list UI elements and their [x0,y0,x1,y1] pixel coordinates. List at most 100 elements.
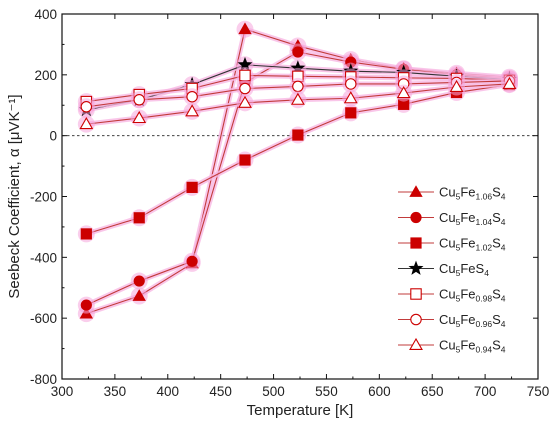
data-point [80,228,92,240]
legend-marker [410,313,422,326]
legend-label-part: Fe [460,185,475,200]
data-point [133,94,145,106]
legend-label-part: S [492,287,501,302]
legend-label-part: Fe [460,210,475,225]
legend-label: Cu5FeS4 [439,261,489,278]
legend-label-part: S [492,338,501,353]
data-point [292,129,304,141]
legend-label-part: S [492,312,501,327]
data-point [239,154,251,166]
x-tick-label: 650 [421,384,444,399]
legend-label-part: Fe [460,312,475,327]
legend-label-subscript: 0.94 [476,345,493,355]
legend-item-4: Cu5Fe0.98S4 [398,287,506,304]
x-tick-label: 350 [104,384,127,399]
legend-marker [409,337,423,351]
y-tick-label: 200 [34,68,57,83]
y-tick-label: -800 [30,372,57,387]
data-point [185,104,200,117]
axes: 300 350 400 450 500 550 600 650 700 750-800-600-4… [30,7,549,399]
legend-label-subscript: 4 [501,294,506,304]
legend-label: Cu5Fe1.04S4 [439,210,506,227]
legend-label-part: S [492,185,501,200]
data-point [502,76,517,89]
data-point [186,90,198,103]
legend-marker [410,211,422,224]
legend-item-0: Cu5Fe1.06S4 [398,185,506,202]
legend-label-subscript: 4 [484,268,489,278]
legend-label-subscript: 4 [501,243,506,253]
data-point [449,79,464,93]
legend-label-part: Cu [439,210,456,225]
legend-label-part: Cu [439,236,456,251]
data-point [290,92,305,105]
legend-item-2: Cu5Fe1.02S4 [398,236,506,253]
data-point [345,107,357,119]
legend-label-part: Fe [460,236,475,251]
legend-label-subscript: 5 [456,217,461,227]
legend-marker [408,260,424,275]
legend-label-subscript: 5 [456,345,461,355]
legend-label-part: S [492,210,501,225]
y-tick-label: -600 [30,311,57,326]
x-tick-label: 550 [315,384,338,399]
y-tick-label: 0 [49,129,57,144]
data-point [80,101,93,113]
x-axis-title: Temperature [K] [247,402,354,419]
legend-label-subscript: 5 [456,243,461,253]
series-6 [77,75,518,133]
y-axis-title: Seebeck Coefficient, α [μVK⁻¹] [6,94,23,298]
legend-item-5: Cu5Fe0.96S4 [398,312,506,329]
legend-label-subscript: 4 [501,319,506,329]
legend-label-subscript: 5 [456,268,461,278]
legend-label-subscript: 1.06 [476,192,493,202]
x-tick-label: 600 [368,384,391,399]
legend-label-subscript: 0.96 [476,319,493,329]
plot-area [62,20,538,323]
data-point [133,275,145,287]
data-point [292,80,304,93]
legend-label: Cu5Fe0.98S4 [439,287,506,304]
legend-label-part: Cu [439,312,456,327]
data-point [132,110,147,124]
legend-label-part: FeS [460,261,484,276]
data-point [239,69,251,82]
data-point [133,212,145,224]
data-point [186,255,198,267]
data-point [343,91,358,104]
legend-label: Cu5Fe0.94S4 [439,338,506,355]
data-point [79,117,94,130]
x-tick-label: 400 [157,384,180,399]
x-tick-label: 450 [209,384,232,399]
legend-label-subscript: 5 [456,294,461,304]
legend-label-part: Cu [439,185,456,200]
x-tick-label: 500 [262,384,285,399]
legend-item-6: Cu5Fe0.94S4 [398,338,506,355]
data-point [292,46,304,58]
legend-label: Cu5Fe1.02S4 [439,236,506,253]
legend-label-subscript: 1.02 [476,243,493,253]
legend-item-1: Cu5Fe1.04S4 [398,210,506,227]
legend-label-subscript: 4 [501,192,506,202]
legend: Cu5Fe1.06S4Cu5Fe1.04S4Cu5Fe1.02S4Cu5FeS4… [398,185,506,355]
x-tick-label: 300 [51,384,74,399]
legend-label-subscript: 4 [501,217,506,227]
data-point [345,78,357,90]
y-tick-label: -400 [30,250,57,265]
legend-label-subscript: 5 [456,192,461,202]
y-tick-label: 400 [34,7,57,22]
legend-label-part: Fe [460,338,475,353]
legend-label-part: Cu [439,287,456,302]
data-point [80,299,92,311]
x-tick-label: 700 [474,384,497,399]
legend-label-subscript: 4 [501,345,506,355]
legend-label-subscript: 1.04 [476,217,493,227]
legend-label: Cu5Fe1.06S4 [439,185,506,202]
y-tick-label: -200 [30,190,57,205]
data-point [238,22,252,35]
legend-label-part: Cu [439,261,456,276]
data-point [186,181,198,193]
legend-label-part: Fe [460,287,475,302]
